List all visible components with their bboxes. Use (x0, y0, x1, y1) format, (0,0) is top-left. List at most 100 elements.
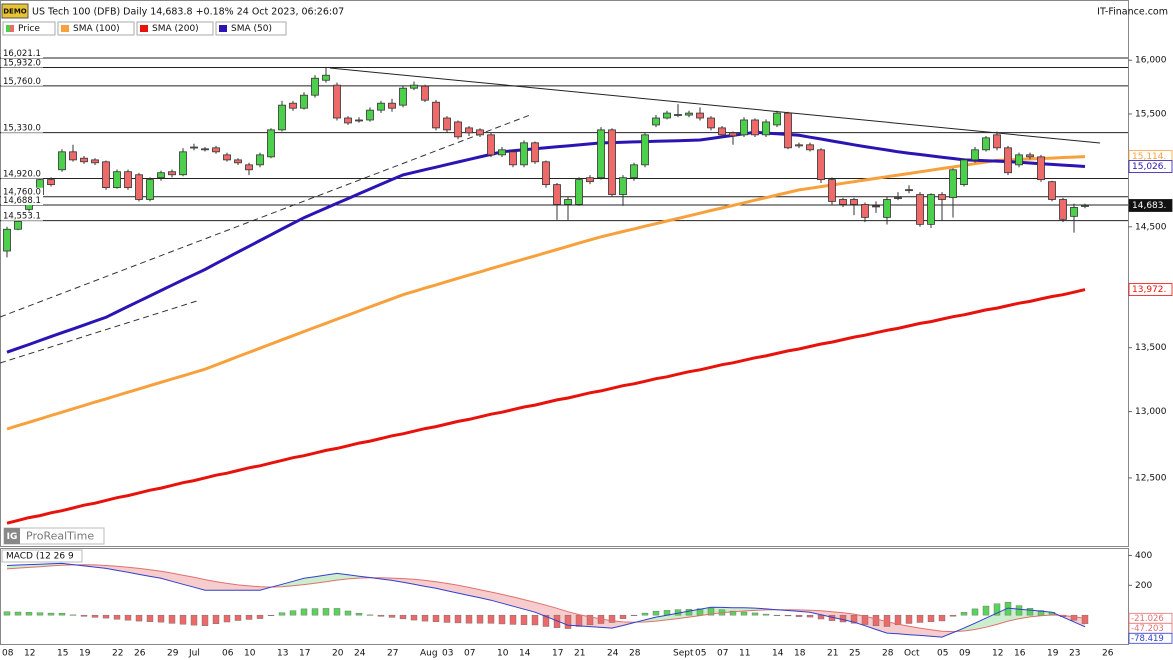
macd-fill (931, 629, 942, 638)
x-tick-label: 27 (387, 649, 398, 659)
x-tick-label: 28 (882, 649, 894, 659)
candle-body (1081, 205, 1089, 207)
level-label: 14,920.0 (3, 169, 41, 179)
candle-body (773, 112, 781, 126)
candle-body (157, 172, 165, 179)
candle-body (322, 74, 330, 81)
macd-title: MACD (12 26 9 (6, 552, 74, 562)
macd-histogram-bar (278, 612, 286, 616)
channel-line (0, 299, 201, 364)
x-tick-label: 19 (1047, 649, 1059, 659)
candle-body (443, 117, 451, 131)
macd-histogram-bar (707, 608, 715, 616)
level-label: 16,021.1 (3, 49, 41, 59)
x-tick-label: 17 (552, 649, 563, 659)
candle-body (586, 177, 594, 183)
macd-histogram-bar (971, 608, 979, 616)
sma-line (6, 288, 1086, 525)
macd-histogram-bar (146, 614, 154, 622)
x-tick-label: 14 (772, 649, 784, 659)
candle-body (872, 205, 880, 208)
candle-body (740, 119, 748, 136)
candle-body (971, 149, 979, 161)
macd-histogram-bar (652, 610, 660, 616)
candle-body (883, 199, 891, 218)
x-tick-label: 20 (332, 649, 344, 659)
x-tick-label: Jul (188, 649, 200, 659)
macd-histogram-bar (113, 614, 121, 620)
candle-body (927, 194, 935, 225)
value-tag-label: 15,026. (1132, 162, 1166, 172)
macd-histogram-bar (58, 613, 66, 616)
x-tick-label: 26 (1102, 649, 1114, 659)
x-tick-label: 11 (739, 649, 750, 659)
macd-histogram-bar (47, 612, 55, 616)
legend-swatch (140, 25, 148, 32)
candle-body (388, 102, 396, 109)
candle-body (432, 101, 440, 129)
candle-body (3, 228, 11, 252)
macd-histogram-bar (410, 614, 418, 621)
legend-box (136, 21, 214, 36)
macd-fill (139, 568, 150, 577)
level-label: 14,760.0 (3, 188, 41, 198)
macd-fill (964, 623, 975, 631)
candle-body (410, 84, 418, 89)
macd-histogram-bar (773, 614, 781, 616)
candle-body (399, 87, 407, 106)
macd-histogram-bar (795, 614, 803, 617)
macd-histogram-bar (509, 614, 517, 625)
candle-body (575, 179, 583, 205)
legend-box (2, 21, 56, 36)
candle-body (751, 119, 759, 136)
x-tick-label: 10 (244, 649, 256, 659)
macd-histogram-bar (784, 614, 792, 617)
x-tick-label: 12 (24, 649, 35, 659)
macd-fill (480, 589, 491, 601)
candle-body (300, 94, 308, 109)
candle-body (223, 154, 231, 161)
legend-swatch (61, 25, 69, 32)
candle-body (1026, 154, 1034, 158)
legend-box (215, 21, 287, 36)
y-tick-label: 16,000 (1135, 56, 1167, 66)
brand: IT-Finance.com (1097, 7, 1168, 18)
legend-box (57, 21, 135, 36)
trend-line (329, 67, 1101, 144)
candle-body (377, 102, 385, 111)
y-tick-label: 13,000 (1135, 407, 1167, 417)
candle-body (663, 112, 671, 119)
macd-histogram-bar (685, 608, 693, 616)
x-tick-label: 08 (2, 649, 14, 659)
candle-body (894, 197, 902, 199)
macd-fill (326, 573, 337, 582)
candle-body (729, 132, 737, 137)
candle-body (597, 129, 605, 179)
macd-histogram-bar (245, 614, 253, 620)
candle-body (135, 174, 143, 200)
macd-histogram-bar (168, 614, 176, 624)
candle-body (707, 117, 715, 129)
y-tick-label: 14,500 (1135, 222, 1167, 232)
macd-fill (227, 583, 238, 591)
level-label-box (1, 49, 43, 59)
macd-histogram-bar (465, 614, 473, 624)
x-tick-label: 19 (79, 649, 91, 659)
macd-histogram-bar (498, 614, 506, 625)
candle-body (938, 194, 946, 200)
candle-body (509, 151, 517, 166)
candle-body (850, 199, 858, 205)
macd-histogram-bar (729, 610, 737, 616)
macd-title-box (1, 549, 83, 563)
value-tag-label: -78.419 (1131, 634, 1164, 644)
macd-histogram-bar (69, 614, 77, 616)
macd-histogram-bar (91, 614, 99, 618)
legend-swatch (10, 25, 14, 32)
candle-body (1048, 181, 1056, 200)
macd-fill (106, 565, 117, 571)
candle-body (553, 184, 561, 205)
candle-body (333, 84, 341, 119)
x-tick-label: 21 (827, 649, 838, 659)
candle-body (47, 179, 55, 186)
macd-histogram-bar (993, 603, 1001, 616)
